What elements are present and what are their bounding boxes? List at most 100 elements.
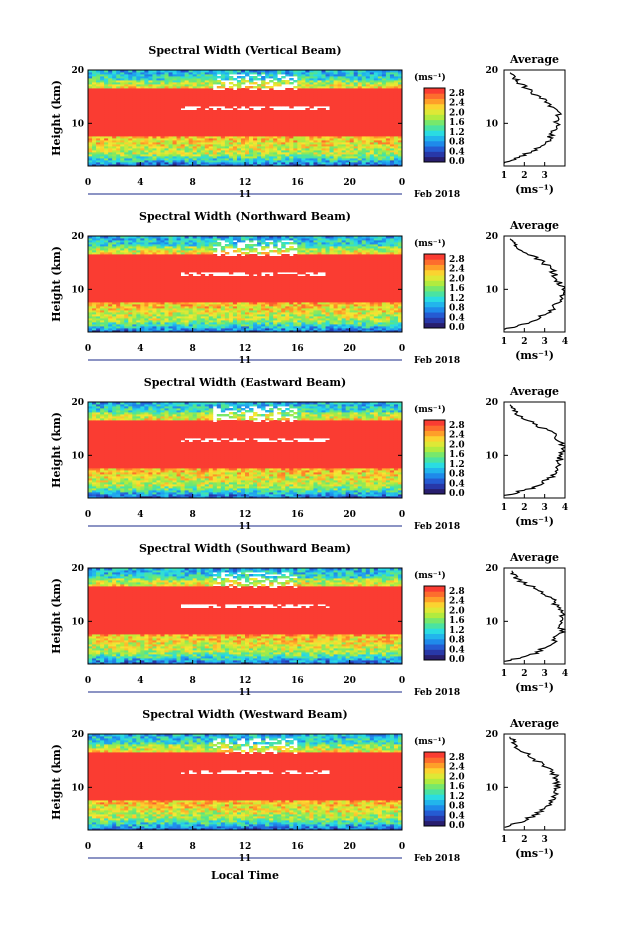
- heatmap-cell: [353, 140, 359, 143]
- heatmap-cell: [353, 90, 359, 93]
- heatmap-cell: [397, 330, 403, 333]
- heatmap-cell: [345, 158, 351, 161]
- heatmap-cell: [232, 162, 238, 165]
- heatmap-cell: [369, 104, 375, 107]
- heatmap-cell: [180, 124, 186, 127]
- heatmap-cell: [180, 330, 186, 333]
- heatmap-cell: [357, 72, 363, 75]
- heatmap-cell: [309, 148, 314, 151]
- heatmap-cell: [337, 164, 343, 167]
- heatmap-cell: [228, 160, 234, 163]
- heatmap-cell: [349, 94, 355, 97]
- heatmap-cell: [329, 78, 334, 81]
- heatmap-cell: [240, 148, 246, 151]
- heatmap-cell: [389, 146, 395, 149]
- heatmap-cell: [309, 92, 314, 95]
- heatmap-cell: [224, 94, 230, 97]
- heatmap-cell: [361, 146, 367, 149]
- heatmap-cell: [293, 102, 298, 105]
- heatmap-cell: [393, 72, 399, 75]
- heatmap-cell: [136, 118, 141, 121]
- heatmap-cell: [108, 88, 113, 91]
- heatmap-cell: [208, 136, 214, 139]
- heatmap-cell: [144, 142, 149, 145]
- heatmap-cell: [128, 152, 133, 155]
- heatmap-cell: [281, 76, 286, 79]
- heatmap-cell: [317, 138, 322, 141]
- heatmap-cell: [309, 84, 314, 87]
- heatmap-cell: [265, 74, 270, 77]
- heatmap-cell: [196, 138, 202, 141]
- heatmap-cell: [393, 106, 399, 109]
- heatmap-cell: [196, 330, 202, 333]
- heatmap-cell: [112, 146, 117, 149]
- heatmap-cell: [337, 76, 343, 79]
- heatmap-cell: [333, 98, 338, 101]
- heatmap-cell: [148, 122, 153, 125]
- heatmap-cell: [212, 150, 218, 153]
- heatmap-cell: [377, 102, 383, 105]
- heatmap-cell: [289, 130, 294, 133]
- heatmap-cell: [92, 152, 97, 155]
- heatmap-cell: [337, 122, 343, 125]
- heatmap-cell: [333, 152, 338, 155]
- heatmap-cell: [385, 84, 391, 87]
- heatmap-cell: [277, 118, 282, 121]
- heatmap-cell: [273, 118, 278, 121]
- heatmap-cell: [96, 72, 101, 75]
- heatmap-cell: [269, 130, 274, 133]
- heatmap-cell: [148, 96, 153, 99]
- heatmap-cell: [357, 130, 363, 133]
- heatmap-cell: [204, 86, 210, 89]
- heatmap-cell: [172, 130, 177, 133]
- heatmap-cell: [232, 114, 238, 117]
- heatmap-cell: [373, 136, 379, 139]
- heatmap-cell: [200, 128, 206, 131]
- heatmap-cell: [236, 100, 242, 103]
- heatmap-cell: [341, 164, 347, 167]
- heatmap-cell: [132, 138, 137, 141]
- heatmap-cell: [341, 132, 347, 135]
- heatmap-cell: [88, 98, 93, 101]
- heatmap-cell: [196, 86, 202, 89]
- heatmap-cell: [297, 82, 302, 85]
- heatmap-cell: [104, 158, 109, 161]
- heatmap-cell: [124, 158, 129, 161]
- heatmap-cell: [104, 128, 109, 131]
- heatmap-cell: [385, 144, 391, 147]
- heatmap-cell: [269, 70, 274, 73]
- heatmap-cell: [164, 116, 169, 119]
- heatmap-cell: [100, 152, 105, 155]
- heatmap-cell: [385, 116, 391, 119]
- heatmap-cell: [132, 330, 137, 333]
- heatmap-cell: [357, 94, 363, 97]
- heatmap-cell: [116, 88, 121, 91]
- heatmap-cell: [216, 72, 222, 75]
- heatmap-cell: [228, 132, 234, 135]
- heatmap-cell: [249, 104, 254, 107]
- heatmap-cell: [345, 118, 351, 121]
- heatmap-cell: [385, 122, 391, 125]
- heatmap-cell: [208, 124, 214, 127]
- heatmap-cell: [385, 150, 391, 153]
- heatmap-cell: [188, 116, 194, 119]
- heatmap-cell: [305, 86, 310, 89]
- heatmap-cell: [385, 96, 391, 99]
- heatmap-cell: [192, 330, 198, 333]
- heatmap-cell: [212, 128, 218, 131]
- colorbar-segment: [424, 130, 445, 136]
- heatmap-cell: [148, 82, 153, 85]
- heatmap-cell: [164, 122, 169, 125]
- heatmap-cell: [301, 100, 306, 103]
- heatmap-cell: [140, 126, 145, 129]
- heatmap-cell: [240, 94, 246, 97]
- heatmap-cell: [321, 78, 326, 81]
- heatmap-cell: [261, 124, 266, 127]
- heatmap-cell: [148, 86, 153, 89]
- heatmap-cell: [224, 122, 230, 125]
- heatmap-cell: [196, 104, 202, 107]
- heatmap-cell: [220, 124, 226, 127]
- heatmap-cell: [152, 158, 157, 161]
- heatmap-cell: [365, 84, 371, 87]
- heatmap-cell: [156, 160, 161, 163]
